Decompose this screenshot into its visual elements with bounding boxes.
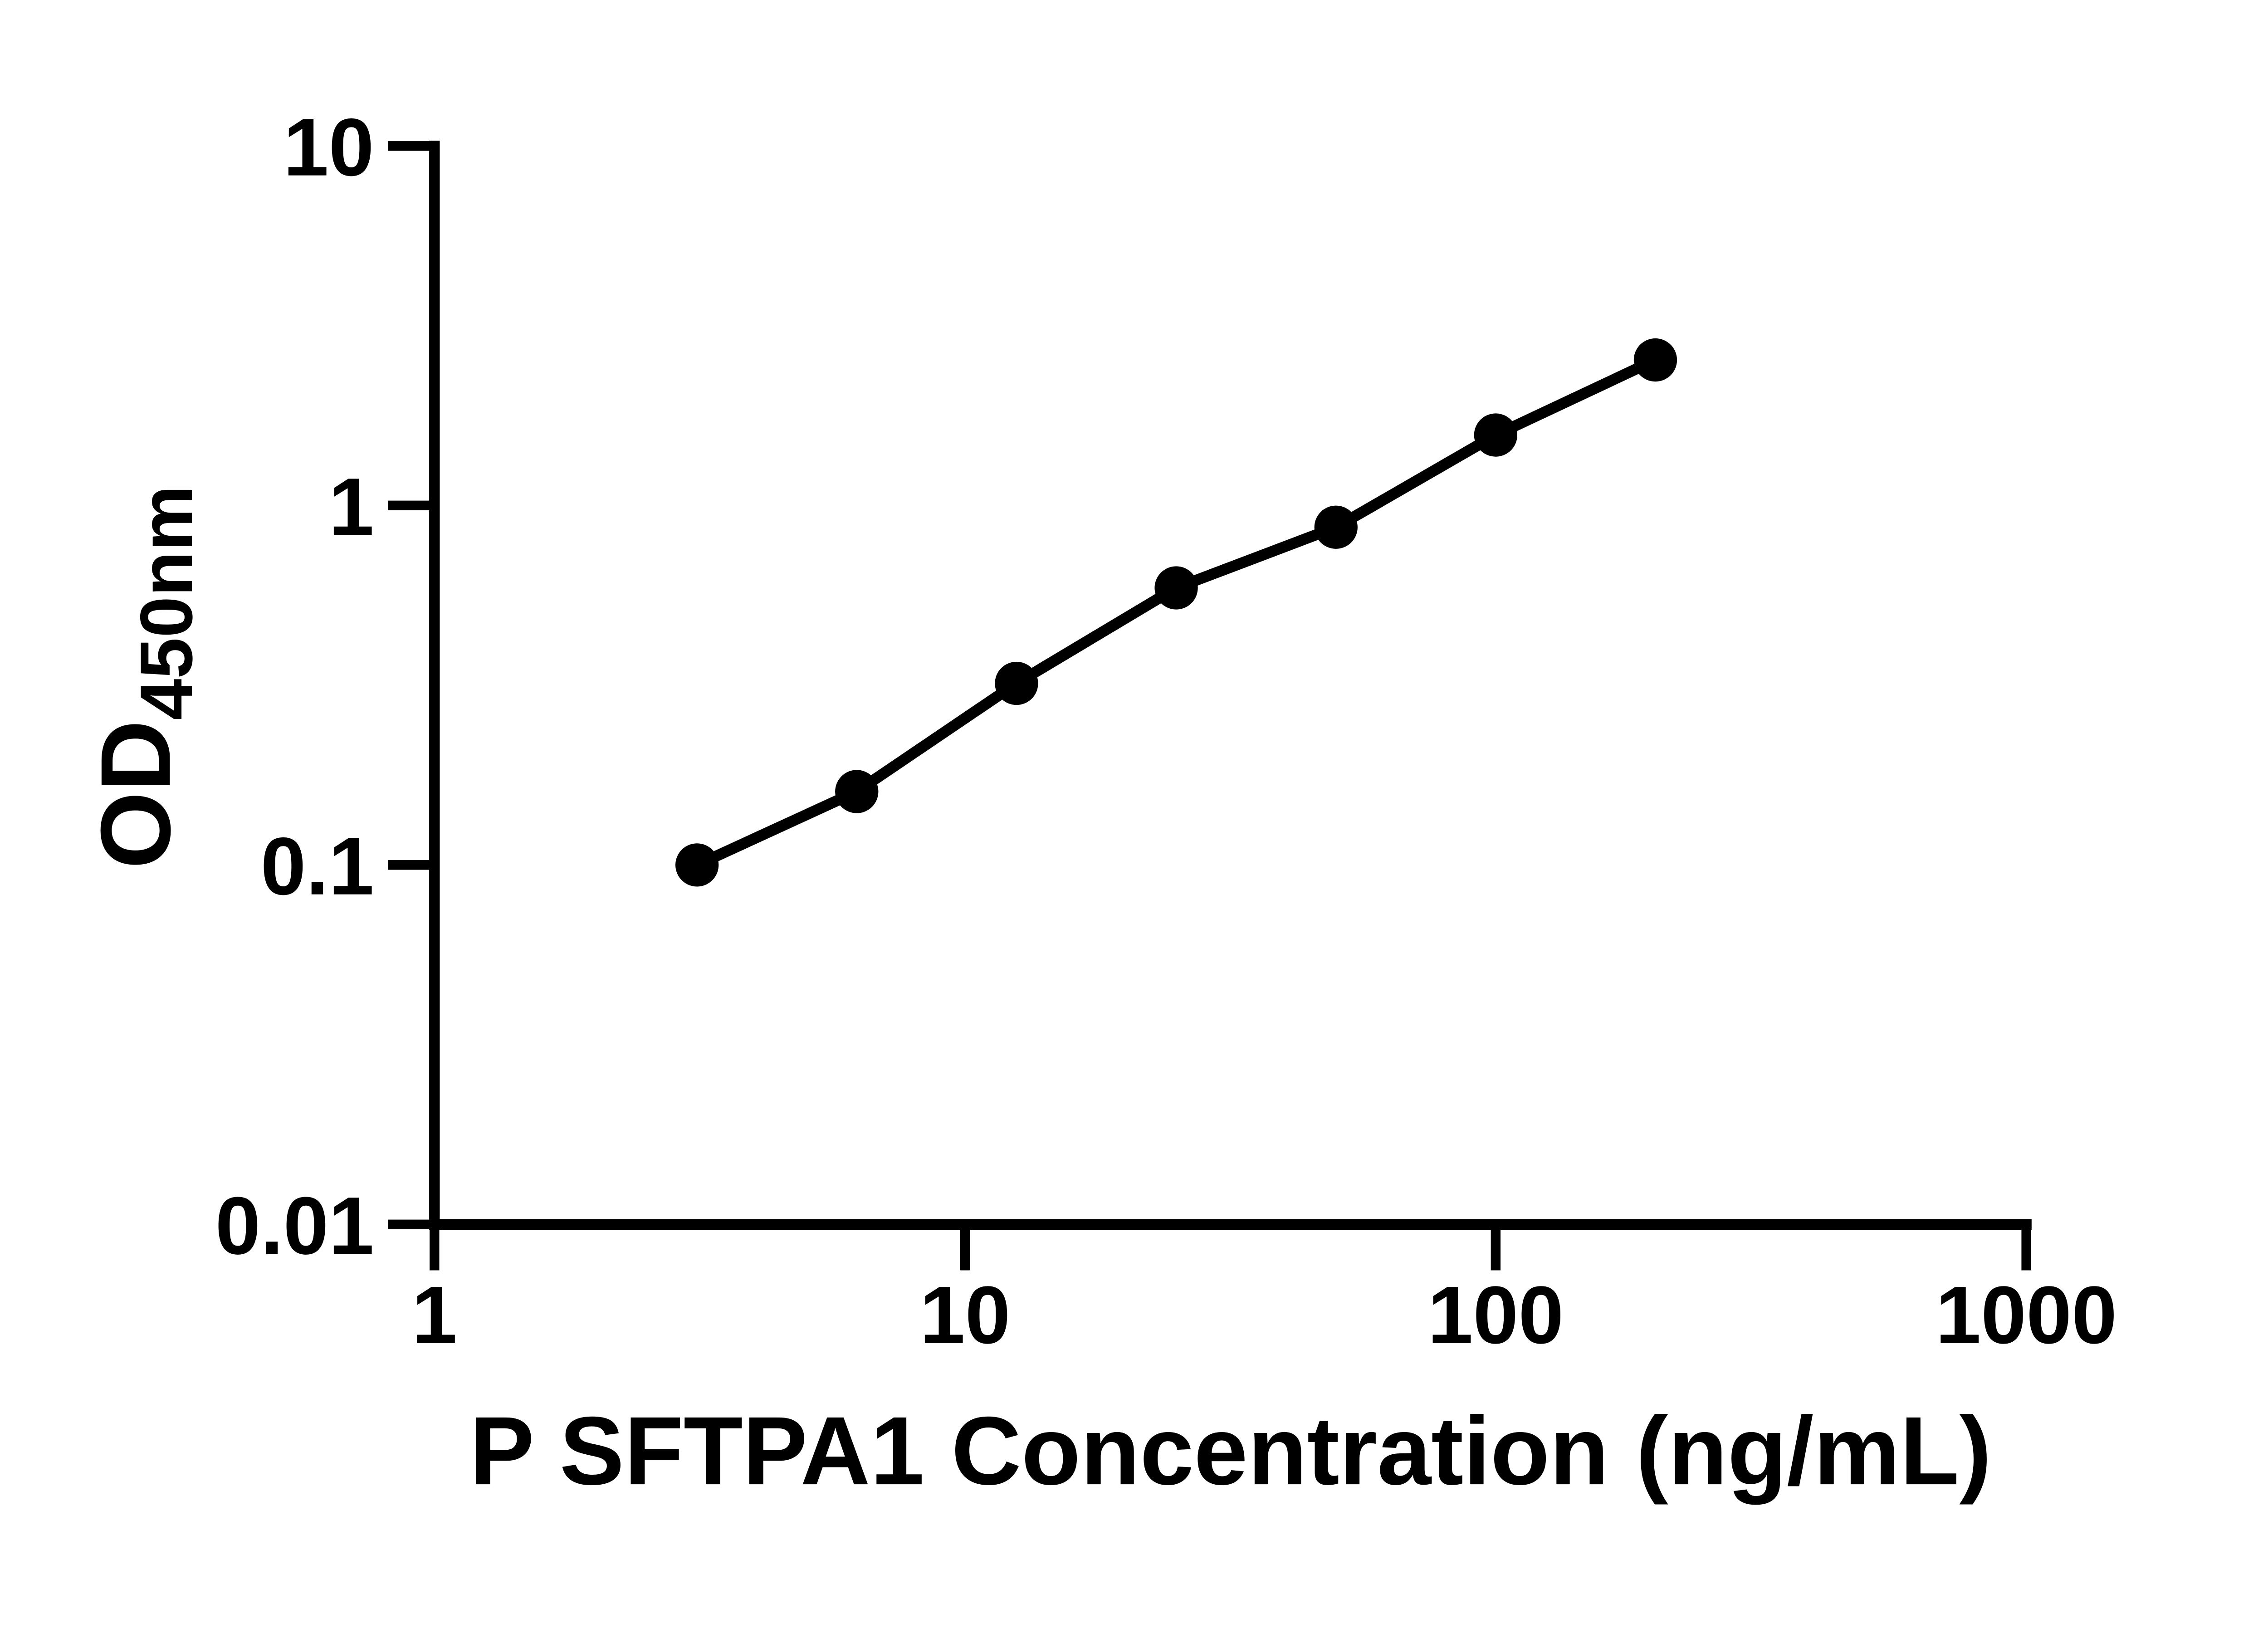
x-tick-label: 1000: [1936, 1270, 2117, 1361]
data-point: [1154, 566, 1198, 610]
elisa-standard-curve-figure: 10 1 0.1 0.01 1 10 100 1000 P SFTPA1 Concentra…: [80, 102, 2117, 1506]
data-series: [675, 338, 1677, 887]
data-point: [1633, 338, 1677, 382]
axes: [429, 141, 2032, 1230]
x-tick-label: 10: [920, 1270, 1011, 1361]
y-tick-label: 0.1: [261, 821, 374, 912]
axis-frame: [429, 141, 2032, 1230]
y-tick-label: 1: [329, 461, 374, 552]
chart-canvas: 10 1 0.1 0.01 1 10 100 1000 P SFTPA1 Concentra…: [80, 102, 2117, 1506]
x-axis-title: P SFTPA1 Concentration (ng/mL): [469, 1397, 1991, 1505]
data-point: [1314, 505, 1358, 549]
data-point: [1474, 413, 1518, 457]
y-axis-title-main: OD: [80, 720, 191, 869]
x-tick-label: 1: [412, 1270, 457, 1361]
data-point: [995, 661, 1038, 705]
data-point: [835, 770, 879, 813]
data-point: [675, 843, 719, 887]
y-tick-label: 0.01: [215, 1180, 374, 1271]
y-axis-title: OD450nm: [80, 485, 208, 869]
x-tick-label: 100: [1427, 1270, 1564, 1361]
y-tick-label: 10: [284, 102, 374, 193]
y-axis-title-subscript: 450nm: [125, 485, 208, 720]
y-axis-ticks: 10 1 0.1 0.01: [215, 102, 435, 1271]
x-axis-ticks: 1 10 100 1000: [412, 1224, 2117, 1361]
